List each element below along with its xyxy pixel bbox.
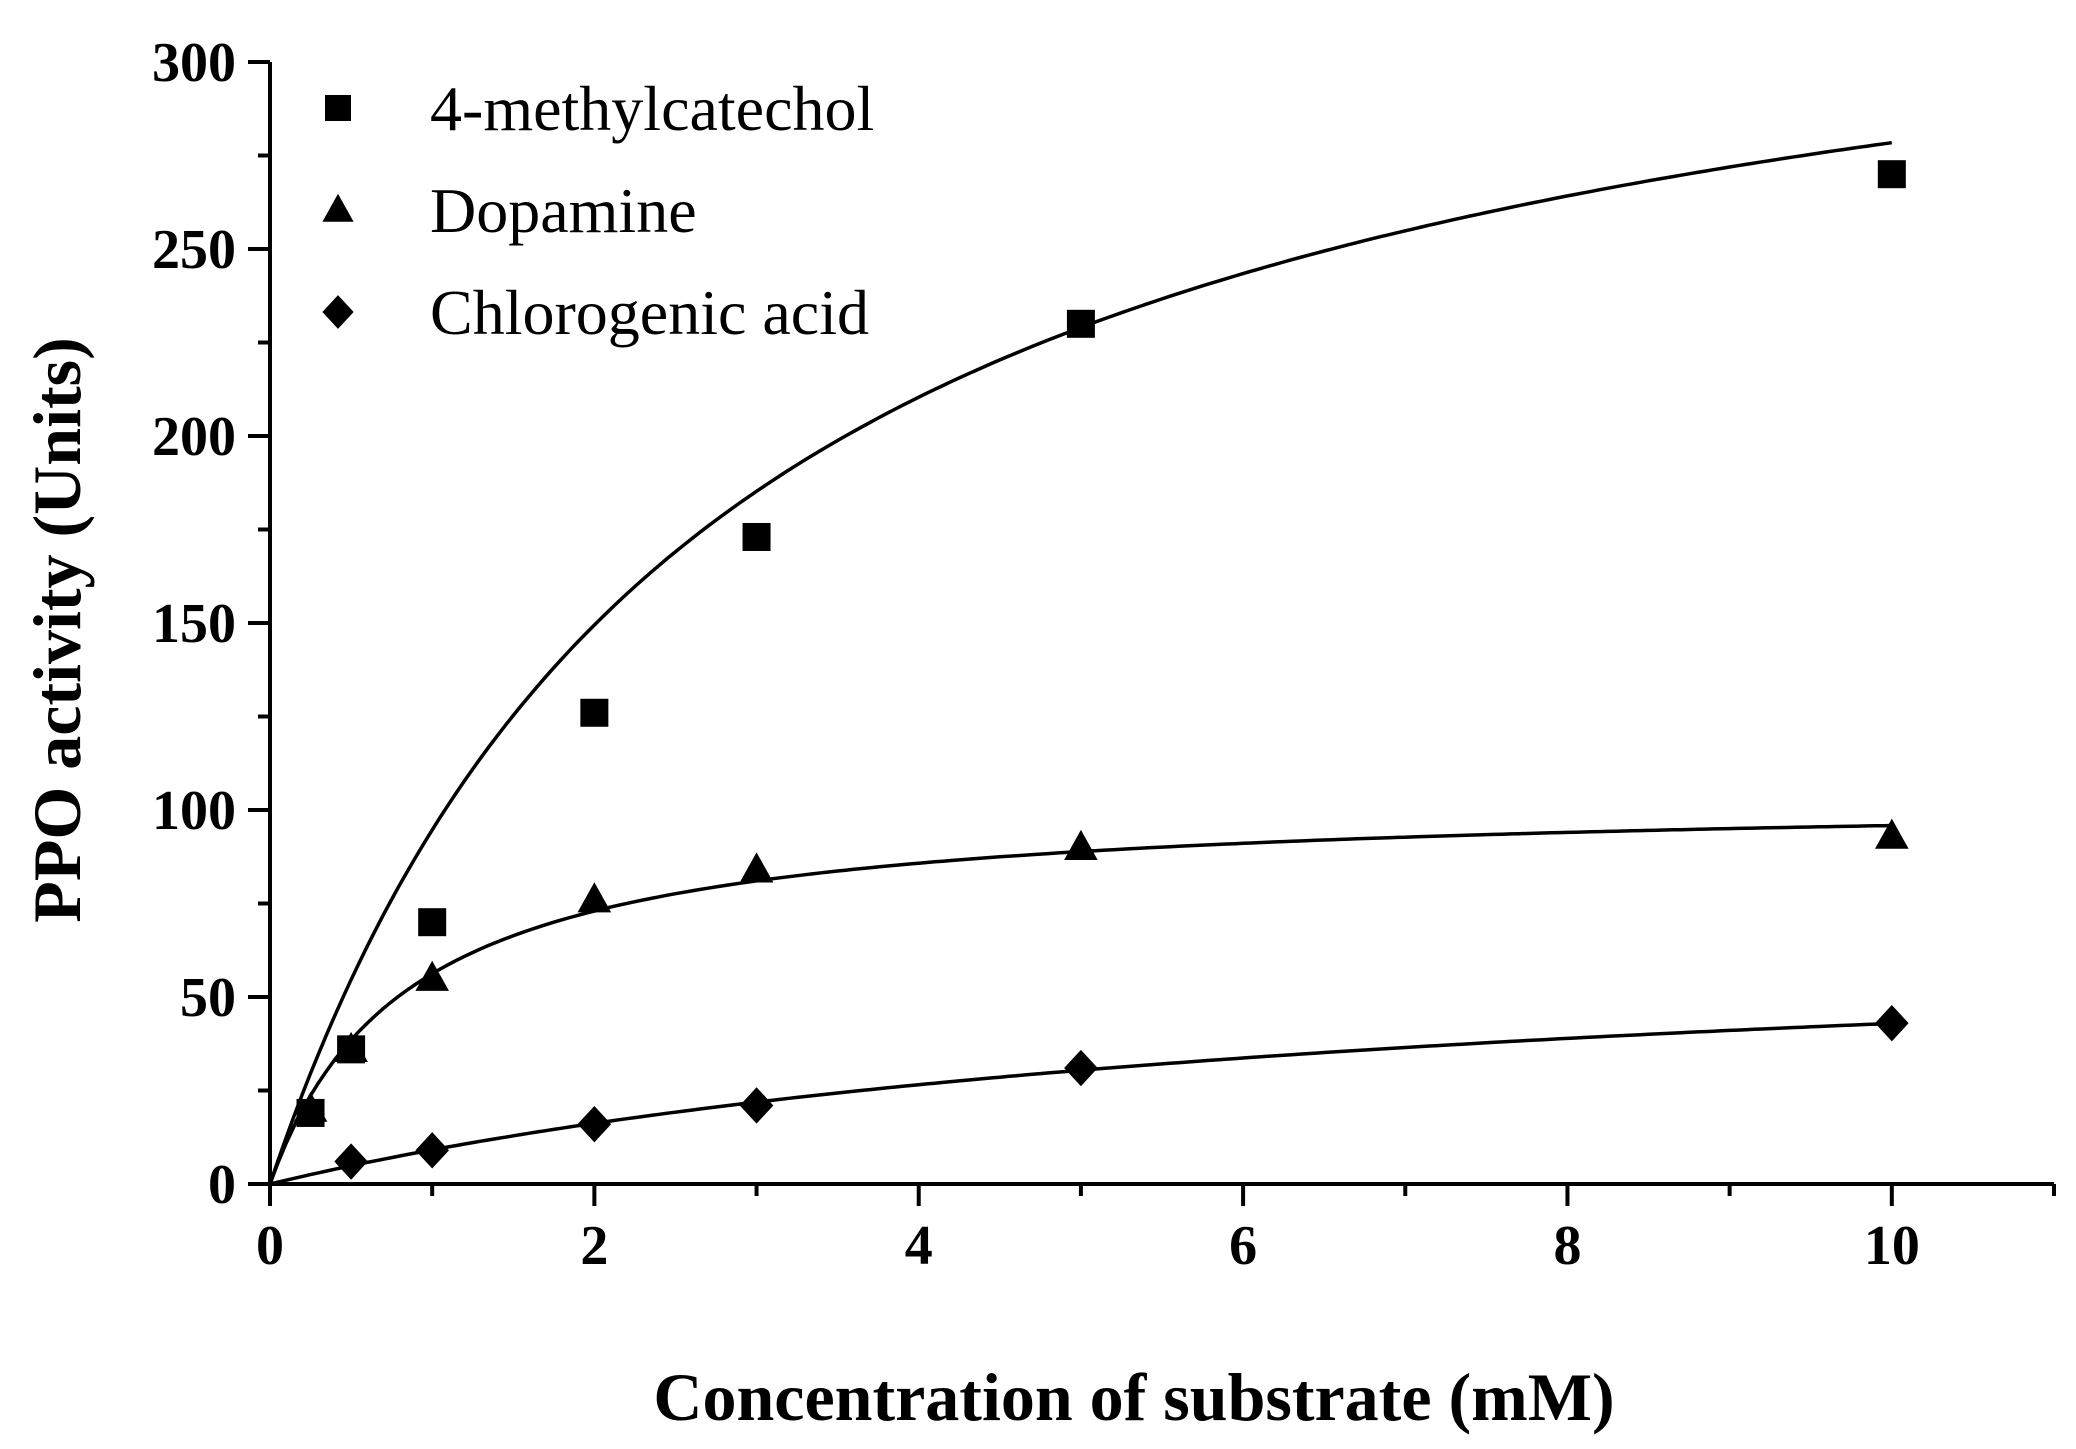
x-tick-label: 6: [1229, 1215, 1257, 1277]
data-point-triangle: [1875, 818, 1909, 849]
data-points: [293, 160, 1909, 1180]
x-axis-title: Concentration of substrate (mM): [653, 1359, 1614, 1435]
data-point-triangle: [293, 1091, 328, 1122]
x-tick-label: 4: [905, 1215, 933, 1277]
legend-marker-diamond: [322, 295, 354, 329]
y-tick-label: 100: [152, 780, 236, 842]
legend-marker-triangle: [322, 193, 354, 222]
x-tick-label: 10: [1864, 1215, 1920, 1277]
data-point-diamond: [739, 1087, 774, 1124]
data-point-diamond: [1875, 1004, 1909, 1042]
legend-entry: Dopamine: [430, 175, 697, 246]
x-tick-label: 2: [580, 1215, 608, 1277]
data-point-triangle: [1064, 829, 1098, 860]
legend-marker-square: [325, 95, 351, 121]
fit-curve-triangle: [268, 823, 1892, 1185]
y-tick-label: 50: [180, 967, 236, 1029]
y-tick-label: 250: [152, 219, 236, 281]
data-point-diamond: [415, 1132, 449, 1169]
legend: 4-methylcatechol Dopamine Chlorogenic acid: [322, 73, 874, 348]
data-point-square: [580, 698, 609, 727]
y-tick-label: 200: [152, 406, 236, 468]
x-tick-label: 0: [256, 1215, 284, 1277]
data-point-square: [418, 908, 447, 937]
legend-entry: Chlorogenic acid: [430, 277, 869, 348]
y-axis-title: PPO activity (Units): [19, 337, 95, 922]
data-point-triangle: [334, 1031, 368, 1062]
y-tick-label: 150: [152, 593, 236, 655]
data-point-diamond: [1064, 1049, 1098, 1087]
data-point-triangle: [415, 960, 449, 991]
data-point-square: [1877, 160, 1906, 189]
x-tick-label: 8: [1553, 1215, 1581, 1277]
data-point-triangle: [577, 882, 612, 913]
data-point-square: [1066, 309, 1095, 338]
data-point-diamond: [334, 1143, 368, 1180]
y-tick-label: 300: [152, 32, 236, 94]
data-point-triangle: [739, 852, 774, 883]
legend-entry: 4-methylcatechol: [430, 73, 874, 144]
data-point-diamond: [577, 1105, 612, 1143]
fit-curve-diamond: [269, 1021, 1892, 1186]
y-tick-label: 0: [208, 1154, 236, 1216]
data-point-square: [742, 522, 771, 551]
